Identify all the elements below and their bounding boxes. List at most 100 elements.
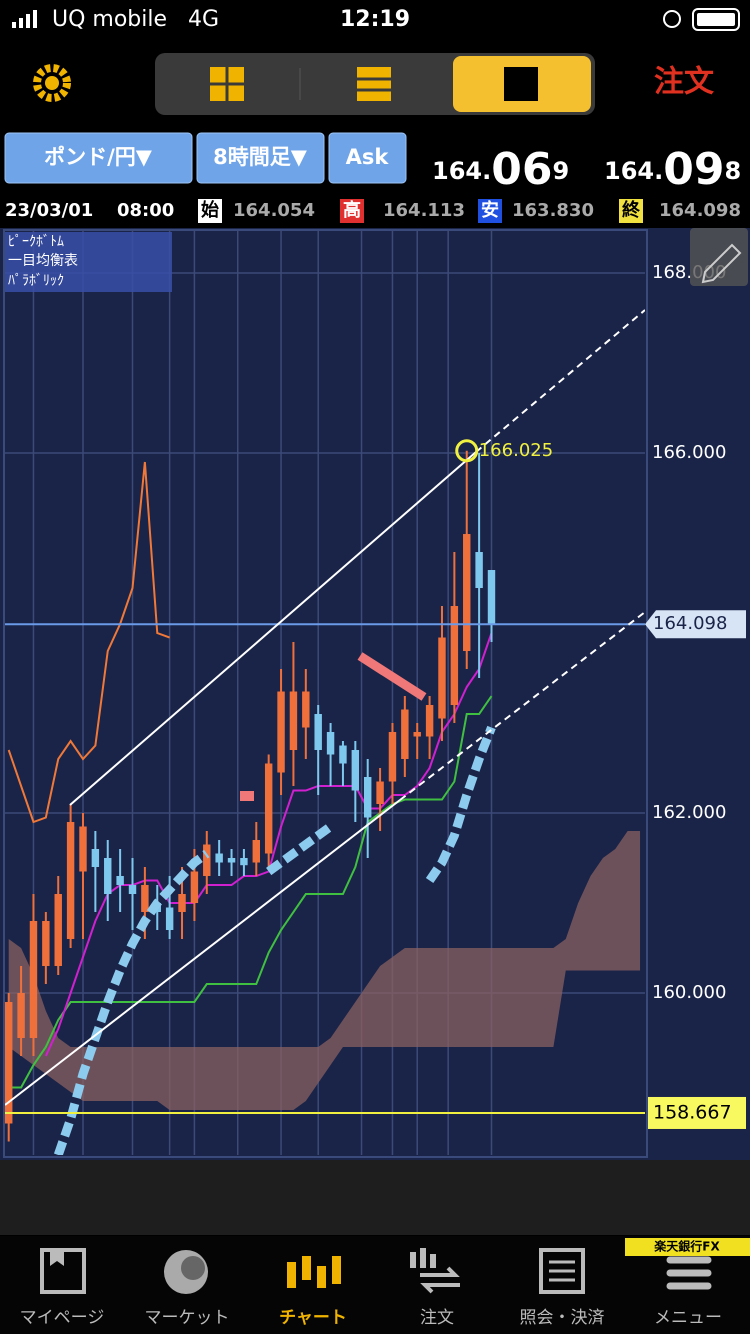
candle-body: [79, 826, 87, 872]
candle-body: [5, 1002, 13, 1124]
candle-body: [463, 534, 471, 652]
peak-marker: [455, 439, 479, 463]
y-tick-label: 160.000: [652, 982, 726, 1003]
time: 08:00: [117, 200, 174, 221]
candle-body: [215, 853, 223, 863]
close-label: 終: [622, 199, 641, 221]
legend-entry: ﾊﾟﾗﾎﾞﾘｯｸ: [8, 273, 64, 289]
candle-body: [264, 763, 273, 854]
bid-head: 164.: [432, 157, 491, 185]
kijun-line: [8, 695, 493, 1089]
candle-body: [351, 750, 360, 791]
candle-body: [203, 844, 211, 877]
candle-body: [190, 871, 199, 904]
bid-price: 164.069: [432, 144, 569, 195]
candle-body: [252, 840, 261, 863]
chikou-line: [7, 461, 170, 824]
plot-frame: [3, 229, 648, 1158]
ask-head: 164.: [604, 157, 663, 185]
toolbar: 注文: [33, 53, 714, 115]
last-price-tag: [645, 610, 746, 639]
banner: 楽天銀行FX: [654, 1239, 720, 1254]
candle-body: [487, 570, 496, 625]
candle-body: [376, 781, 384, 805]
carrier: UQ mobile: [52, 7, 167, 32]
candle-body: [401, 709, 409, 760]
draw-tool[interactable]: [690, 228, 748, 286]
candle-body: [302, 691, 310, 728]
status-bar: UQ mobile 4G 12:19: [12, 7, 740, 32]
candle-body: [363, 777, 372, 818]
layout-3[interactable]: [357, 67, 391, 101]
candle-body: [339, 745, 347, 764]
pair-select[interactable]: ポンド/円▼: [44, 145, 153, 169]
candle-body: [314, 714, 322, 751]
low-value: 163.830: [512, 200, 594, 221]
settings-button[interactable]: [33, 64, 71, 102]
support-label: 158.667: [653, 1101, 732, 1123]
candle-body: [128, 885, 137, 895]
candle-body: [388, 732, 397, 782]
close-value: 164.098: [659, 200, 741, 221]
candle-body: [116, 876, 124, 886]
candle-body: [165, 907, 174, 931]
tab-menu[interactable]: メニュー: [654, 1308, 722, 1328]
order-button[interactable]: 注文: [654, 65, 714, 100]
tab-settlement[interactable]: 照会・決済: [520, 1308, 605, 1328]
support-tag: [648, 1096, 746, 1129]
y-tick-label: 162.000: [652, 802, 726, 823]
candle-body: [178, 894, 186, 913]
candle-body: [240, 858, 248, 866]
candle-body: [438, 637, 446, 719]
ask-tail: 8: [724, 157, 741, 185]
ichimoku-cloud: [8, 831, 641, 1111]
tab-market[interactable]: マーケット: [145, 1308, 230, 1328]
high-value: 164.113: [383, 200, 465, 221]
legend-entry: ﾋﾟｰｸﾎﾞﾄﾑ: [8, 234, 64, 250]
candle-body: [29, 921, 38, 1039]
candle-body: [91, 849, 100, 868]
candle-body: [104, 858, 112, 895]
side-select[interactable]: Ask: [346, 145, 390, 169]
ask-price: 164.098: [604, 144, 741, 195]
ohlc-row: 23/03/01 08:00 始 164.054 高 164.113 安 163…: [5, 199, 741, 223]
candle-body: [413, 732, 421, 737]
tab-bar: 楽天銀行FX マイページ マーケット チャート 注文 照会・決済 メニュー: [0, 1236, 750, 1334]
candle-body: [17, 993, 25, 1039]
plot: [5, 450, 645, 1155]
tab-order[interactable]: 注文: [420, 1308, 454, 1328]
layout-4[interactable]: [210, 67, 244, 101]
date: 23/03/01: [5, 200, 93, 221]
layout-1[interactable]: [453, 56, 591, 112]
trend-lines: [5, 309, 645, 1106]
network: 4G: [188, 7, 219, 32]
candle-body: [289, 691, 298, 751]
clock: 12:19: [340, 7, 410, 32]
legend: ﾋﾟｰｸﾎﾞﾄﾑ 一目均衡表 ﾊﾟﾗﾎﾞﾘｯｸ: [5, 232, 172, 292]
period-select[interactable]: 8時間足▼: [213, 145, 308, 169]
candle-body: [475, 552, 483, 589]
y-tick-label: 166.000: [652, 442, 726, 463]
candle-body: [66, 822, 75, 940]
candle-body: [450, 606, 459, 706]
legend-entry: 一目均衡表: [8, 253, 78, 269]
tab-mypage[interactable]: マイページ: [20, 1308, 105, 1328]
last-price-label: 164.098: [653, 613, 727, 634]
open-label: 始: [201, 199, 219, 221]
spacer: [0, 1160, 750, 1235]
candle-body: [277, 691, 285, 773]
candle-body: [425, 705, 434, 737]
candle-body: [227, 858, 236, 863]
open-value: 164.054: [233, 200, 315, 221]
bid-tail: 9: [552, 157, 569, 185]
parabolic-sar: [53, 725, 496, 1155]
selector-row: ポンド/円▼ 8時間足▼ Ask 164.069 164.098: [4, 132, 741, 195]
ask-big: 09: [663, 144, 724, 195]
bid-big: 06: [491, 144, 552, 195]
candle-body: [326, 732, 335, 755]
candle-body: [54, 894, 62, 967]
tab-chart[interactable]: チャート: [279, 1308, 347, 1328]
high-label: 高: [343, 199, 361, 221]
low-label: 安: [481, 199, 499, 221]
